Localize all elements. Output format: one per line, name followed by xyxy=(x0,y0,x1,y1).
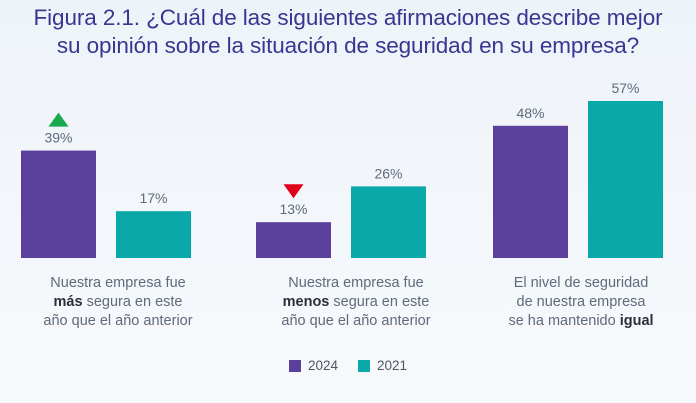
legend-label-2024: 2024 xyxy=(307,358,338,373)
bar-2024-2 xyxy=(256,222,331,258)
category-label-igual: El nivel de seguridad de nuestra empresa… xyxy=(481,274,681,331)
category-label-text: Nuestra empresa fue xyxy=(288,275,424,291)
legend-swatch-2021 xyxy=(358,359,370,372)
chart-title-line-1: Figura 2.1. ¿Cuál de las siguientes afir… xyxy=(33,5,663,30)
category-label-menos-segura: Nuestra empresa fue menos segura en este… xyxy=(256,274,456,331)
category-label-emphasis: igual xyxy=(619,313,654,329)
legend-label-2021: 2021 xyxy=(377,358,408,373)
triangle-up-icon xyxy=(48,112,69,127)
bar-2021-2 xyxy=(351,186,426,258)
bar-2024-1 xyxy=(21,150,96,258)
data-label-2024-3: 48% xyxy=(516,105,544,121)
category-label-emphasis: menos xyxy=(282,294,330,310)
category-label-mas-segura: Nuestra empresa fue más segura en este a… xyxy=(18,274,218,331)
category-label-text: segura en este xyxy=(333,294,430,310)
bar-2021-1 xyxy=(116,211,191,258)
category-label-text: segura en este xyxy=(86,294,183,310)
data-label-2021-3: 57% xyxy=(611,80,639,96)
category-label-text: de nuestra empresa xyxy=(516,294,646,310)
triangle-down-icon xyxy=(283,184,304,199)
chart-legend: 2024 2021 xyxy=(0,358,696,373)
category-label-text: año que el año anterior xyxy=(43,313,193,329)
data-label-2021-1: 17% xyxy=(139,190,167,206)
category-label-text: Nuestra empresa fue xyxy=(50,275,186,291)
chart-title-line-2: su opinión sobre la situación de segurid… xyxy=(56,33,640,58)
data-label-2021-2: 26% xyxy=(374,165,402,181)
bar-2021-3 xyxy=(588,101,663,258)
data-label-2024-2: 13% xyxy=(279,201,307,217)
legend-item-2024: 2024 xyxy=(288,358,338,373)
category-label-text: se ha mantenido xyxy=(508,313,616,329)
legend-swatch-2024 xyxy=(288,359,301,372)
bar-2024-3 xyxy=(493,125,568,258)
category-label-text: año que el año anterior xyxy=(281,313,431,329)
category-label-text: El nivel de seguridad xyxy=(513,275,649,291)
chart-title: Figura 2.1. ¿Cuál de las siguientes afir… xyxy=(0,4,696,60)
data-label-2024-1: 39% xyxy=(44,130,72,146)
legend-item-2021: 2021 xyxy=(358,358,407,373)
category-label-emphasis: más xyxy=(53,294,83,310)
